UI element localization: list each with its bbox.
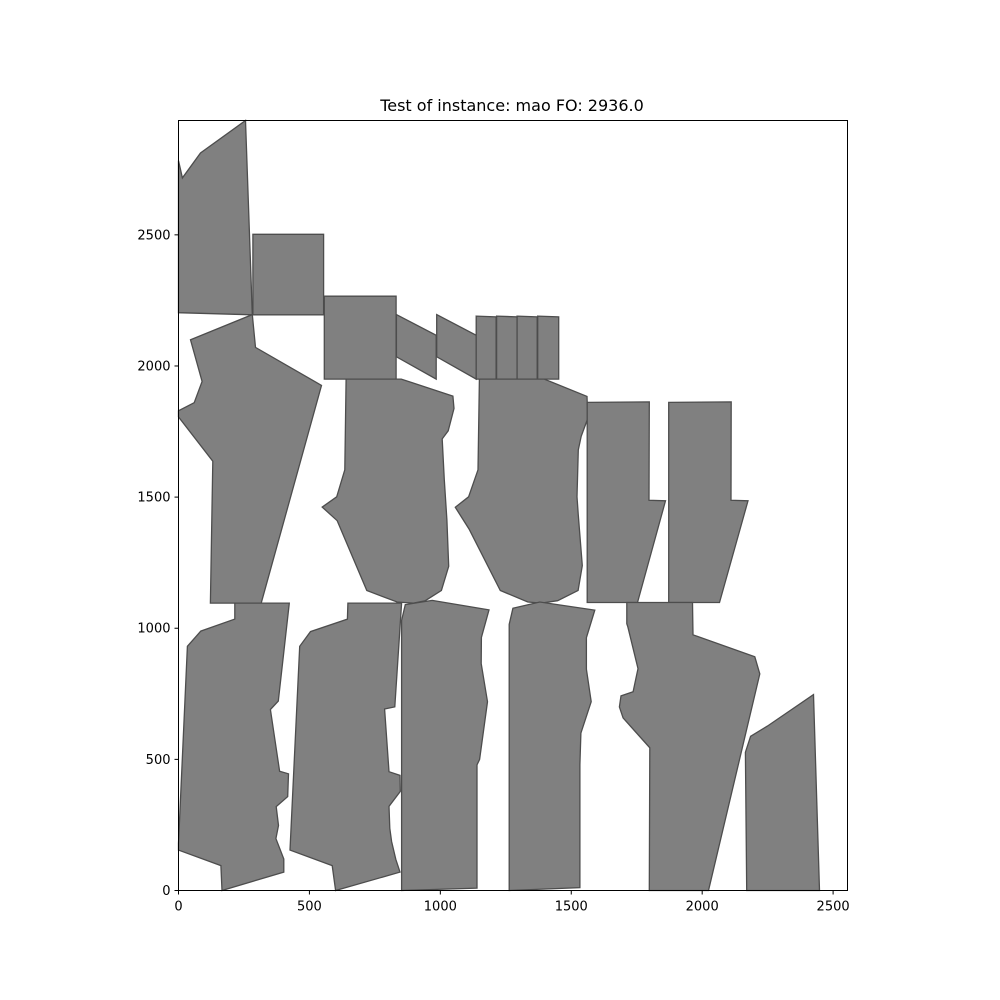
piece-polygon-11 — [321, 378, 455, 604]
piece-polygon-17 — [400, 599, 490, 892]
piece-polygon-5 — [436, 313, 477, 381]
y-axis: 0 500 1000 1500 2000 2500 — [137, 228, 179, 899]
x-tick-label: 1000 — [424, 900, 457, 915]
piece-polygon-7 — [495, 315, 518, 380]
piece-polygon-19 — [618, 601, 761, 892]
piece-polygon-6 — [475, 315, 497, 380]
piece-polygon-8 — [516, 315, 538, 380]
x-axis: 0 500 1000 1500 2000 2500 — [174, 890, 850, 915]
piece-polygon-14 — [668, 401, 749, 604]
piece-polygon-3 — [323, 295, 397, 380]
piece-polygon-15 — [177, 602, 291, 892]
piece-polygon-20 — [744, 693, 821, 892]
x-tick-label: 2000 — [686, 900, 719, 915]
chart-title: Test of instance: mao FO: 2936.0 — [379, 96, 644, 115]
x-tick-label: 1500 — [555, 900, 588, 915]
piece-polygon-12 — [454, 378, 589, 604]
piece-polygon-4 — [395, 313, 437, 381]
x-tick-label: 2500 — [817, 900, 850, 915]
piece-polygon-9 — [537, 315, 560, 380]
piece-polygon-13 — [586, 401, 667, 604]
pieces-layer — [177, 119, 821, 892]
piece-polygon-18 — [508, 601, 596, 892]
x-tick-label: 500 — [297, 900, 322, 915]
y-tick-label: 1000 — [137, 622, 170, 637]
y-tick-label: 1500 — [137, 491, 170, 506]
piece-polygon-10 — [177, 313, 323, 604]
y-tick-label: 500 — [146, 753, 171, 768]
y-tick-label: 2500 — [137, 228, 170, 243]
axes-frame — [178, 120, 848, 891]
piece-polygon-16 — [289, 602, 403, 892]
y-tick-label: 0 — [162, 884, 170, 899]
y-tick-label: 2000 — [137, 359, 170, 374]
piece-polygon-2 — [252, 233, 325, 316]
x-tick-label: 0 — [174, 900, 182, 915]
piece-polygon-1 — [177, 119, 253, 316]
